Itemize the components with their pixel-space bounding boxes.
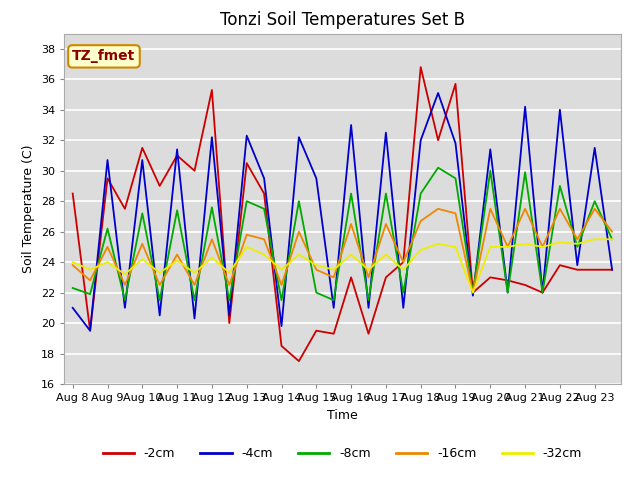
Legend: -2cm, -4cm, -8cm, -16cm, -32cm: -2cm, -4cm, -8cm, -16cm, -32cm (97, 443, 588, 465)
Y-axis label: Soil Temperature (C): Soil Temperature (C) (22, 144, 35, 273)
Title: Tonzi Soil Temperatures Set B: Tonzi Soil Temperatures Set B (220, 11, 465, 29)
X-axis label: Time: Time (327, 408, 358, 421)
Text: TZ_fmet: TZ_fmet (72, 49, 136, 63)
